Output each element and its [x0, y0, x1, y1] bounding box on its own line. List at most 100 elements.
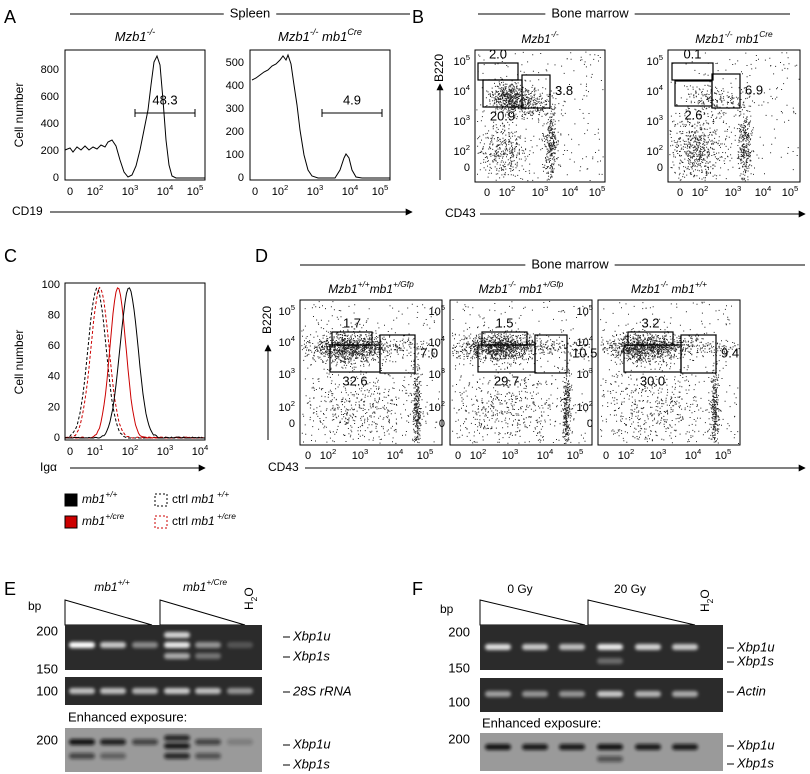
y-tick-label: 20: [48, 401, 60, 413]
plot-title: Mzb1+/+mb1+/Gfp: [328, 279, 414, 296]
x-tick-label: 103: [502, 447, 519, 462]
y-tick-label: 0: [657, 162, 663, 174]
plot-title: Mzb1-/-: [521, 29, 558, 46]
x-tick-label: 104: [537, 447, 554, 462]
text-part: 10: [532, 187, 544, 199]
text-part: +/Gfp: [543, 279, 564, 289]
y-tick-label: 105: [428, 303, 445, 318]
y-tick-label: 102: [453, 143, 470, 158]
text-part: 10: [278, 369, 290, 381]
gate-value: 30.0: [640, 373, 665, 388]
plot-frame: [299, 299, 443, 446]
unit-label: bp: [440, 602, 454, 616]
gel-band: [672, 691, 698, 697]
gel-band: [597, 756, 623, 762]
text-part: 0: [657, 162, 663, 174]
y-tick-label: 105: [453, 53, 470, 68]
histogram-line: [64, 54, 205, 179]
x-tick-label: 101: [87, 443, 104, 458]
x-tick-label: 105: [187, 183, 204, 198]
text-part: 10: [428, 402, 440, 414]
y-tick-label: 104: [453, 83, 470, 98]
y-tick-label: 0: [464, 162, 470, 174]
gel-band: [597, 658, 623, 664]
text-part: 4: [466, 83, 471, 92]
y-tick-label: 102: [646, 143, 663, 158]
gate-value: 48.3: [152, 92, 177, 107]
histogram-line: [64, 287, 205, 439]
gel-band: [69, 642, 95, 648]
text-part: 4: [441, 334, 446, 343]
text-part: 4: [169, 183, 174, 192]
y-tick-label: 0: [54, 432, 60, 444]
gel-band: [559, 744, 585, 750]
gel-band: [559, 644, 585, 650]
legend-label: mb1+/+: [82, 489, 118, 506]
gate-value: 20.9: [490, 108, 515, 123]
text-part: 10: [372, 186, 384, 198]
y-tick-label: 103: [576, 366, 593, 381]
text-part: Cre: [759, 29, 773, 39]
gel: [65, 728, 262, 772]
legend-swatch: [64, 493, 78, 507]
y-tick-label: 200: [226, 126, 244, 138]
text-part: 2: [589, 399, 593, 408]
density-dots: [669, 52, 800, 182]
y-tick-label: 103: [428, 366, 445, 381]
size-label: 150: [448, 660, 470, 675]
text-part: 10: [453, 146, 465, 158]
gate-value: 2.6: [684, 107, 702, 122]
text-part: mb1: [82, 492, 105, 506]
gate-box: [379, 334, 416, 374]
text-part: 10: [685, 450, 697, 462]
text-part: +/+: [695, 279, 707, 289]
text-part: 10: [589, 187, 601, 199]
gel-band: [485, 644, 511, 650]
y-tick-label: 0: [439, 418, 445, 430]
text-part: 10: [417, 450, 429, 462]
panel-letter: B: [412, 7, 424, 27]
histogram-line: [64, 286, 205, 439]
text-part: 2: [332, 447, 336, 456]
text-part: H: [698, 603, 712, 612]
y-tick-label: 103: [278, 366, 295, 381]
x-tick-label: 102: [87, 183, 104, 198]
section-header: Bone marrow: [531, 256, 609, 271]
y-tick-label: 0: [587, 418, 593, 430]
text-part: 5: [291, 303, 295, 312]
gel-band: [195, 688, 221, 694]
band-label: Xbp1s: [736, 755, 774, 770]
text-part: 4: [659, 83, 664, 92]
text-part: Cre: [347, 27, 362, 37]
x-tick-label: 102: [618, 447, 635, 462]
y-tick-label: 102: [428, 399, 445, 414]
text-part: 0: [455, 450, 461, 462]
legend-label: mb1+/cre: [82, 511, 125, 528]
x-tick-label: 102: [692, 184, 709, 199]
text-part: +/+: [215, 489, 230, 499]
text-part: 2: [441, 399, 445, 408]
panel-letter: A: [4, 7, 16, 27]
text-part: 5: [601, 184, 605, 193]
text-part: 5: [429, 447, 433, 456]
text-part: 3: [364, 447, 368, 456]
size-label: 200: [448, 624, 470, 639]
text-part: 0: [67, 186, 73, 198]
text-part: 2: [511, 184, 515, 193]
text-part: 5: [579, 447, 583, 456]
gate-value: 32.6: [342, 373, 367, 388]
y-tick-label: 100: [226, 149, 244, 161]
text-part: -/-: [508, 279, 516, 289]
x-tick-label: 0: [252, 186, 258, 198]
text-part: 10: [499, 187, 511, 199]
plot-title: Mzb1-/-: [115, 27, 155, 44]
gel-band: [672, 744, 698, 750]
x-tick-label: 0: [67, 186, 73, 198]
y-tick-label: 500: [226, 57, 244, 69]
panel-letter: D: [255, 246, 268, 266]
gate-value: 1.7: [343, 315, 361, 330]
water-label: H2O: [698, 589, 715, 612]
text-part: 10: [192, 446, 204, 458]
gel-band: [69, 739, 95, 745]
gel-band: [69, 688, 95, 694]
